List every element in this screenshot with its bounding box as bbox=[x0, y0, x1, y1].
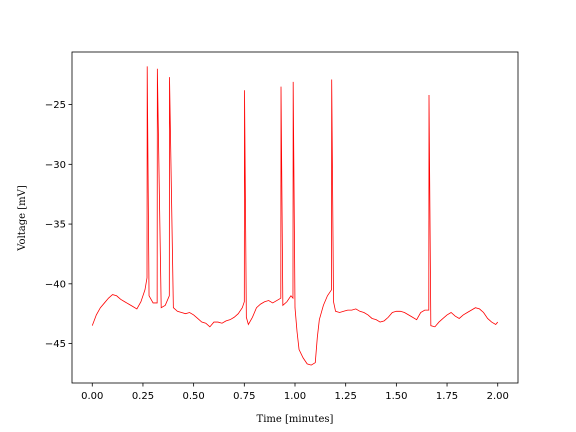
data-line bbox=[91, 66, 499, 366]
x-tick-label: 1.75 bbox=[436, 391, 458, 402]
x-axis-label: Time [minutes] bbox=[257, 414, 334, 425]
y-tick-label: −45 bbox=[45, 339, 66, 350]
y-tick-label: −40 bbox=[45, 279, 66, 290]
x-tick-label: 0.00 bbox=[81, 391, 103, 402]
y-tick-label: −30 bbox=[45, 160, 66, 171]
x-tick-label: 1.50 bbox=[385, 391, 407, 402]
plot-frame bbox=[71, 51, 519, 384]
x-tick-label: 0.50 bbox=[183, 391, 205, 402]
y-tick-label: −25 bbox=[45, 100, 66, 111]
y-tick-label: −35 bbox=[45, 220, 66, 231]
y-axis-label: Voltage [mV] bbox=[17, 185, 28, 252]
x-tick-label: 1.00 bbox=[284, 391, 306, 402]
x-tick-label: 0.75 bbox=[233, 391, 255, 402]
x-tick-label: 0.25 bbox=[132, 391, 154, 402]
x-tick-label: 1.25 bbox=[335, 391, 357, 402]
x-tick-label: 2.00 bbox=[487, 391, 509, 402]
